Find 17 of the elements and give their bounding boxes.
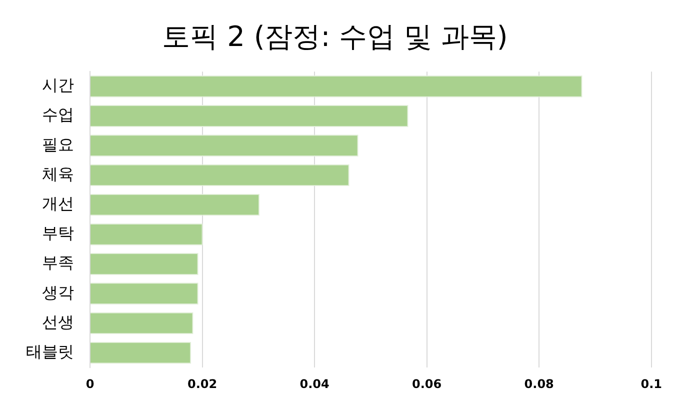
y-tick-label: 부족	[42, 253, 74, 272]
y-tick-label: 부탁	[42, 224, 74, 243]
x-tick-label: 0.02	[187, 376, 218, 391]
y-tick-label: 필요	[42, 134, 74, 154]
y-tick-label: 시간	[42, 76, 74, 95]
y-tick-label: 태블릿	[26, 342, 74, 361]
y-tick-label: 개선	[42, 194, 74, 213]
x-tick-label: 0.1	[640, 376, 662, 391]
x-tick-label: 0.08	[524, 376, 554, 391]
x-tick-label: 0	[86, 376, 94, 391]
y-tick-label: 수업	[42, 105, 74, 124]
x-tick-label: 0.04	[300, 376, 330, 391]
y-tick-label: 선생	[42, 312, 74, 332]
y-tick-label: 체육	[42, 164, 74, 184]
chart-title: 토픽 2 (잠정: 수업 및 과목)	[162, 20, 508, 54]
x-tick-label: 0.06	[412, 376, 442, 391]
y-tick-label: 생각	[42, 282, 74, 302]
